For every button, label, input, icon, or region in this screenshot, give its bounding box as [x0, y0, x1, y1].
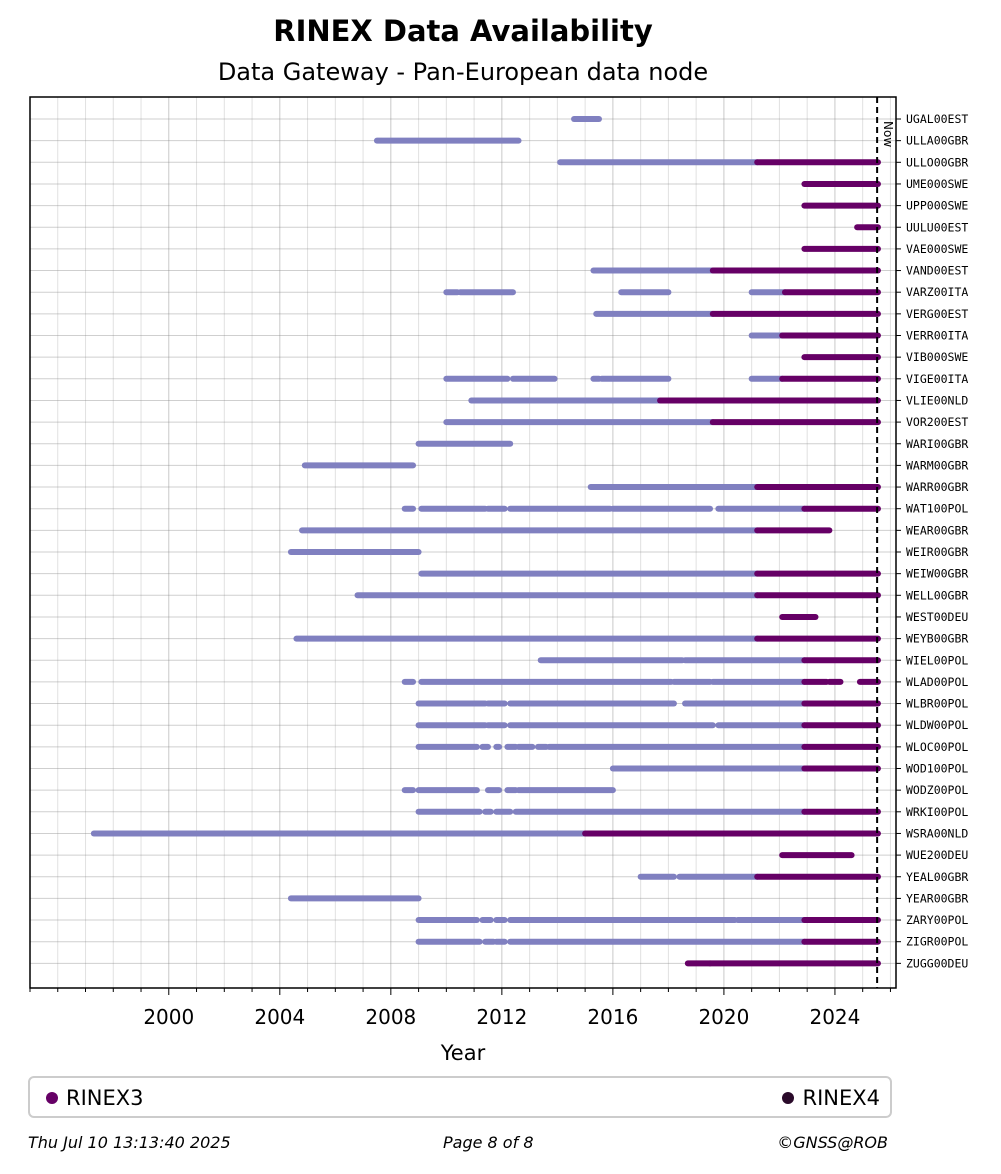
- station-label: VIB000SWE: [906, 350, 968, 364]
- station-label: VIGE00ITA: [906, 372, 968, 386]
- footer-timestamp: Thu Jul 10 13:13:40 2025: [28, 1133, 231, 1152]
- station-label: VAE000SWE: [906, 242, 968, 256]
- availability-chart: 2000 2004 2008 2012 2016 2020 2024 UGAL00EST ULL…: [29, 96, 968, 1065]
- station-label: WEIW00GBR: [906, 567, 968, 581]
- station-label: WLAD00POL: [906, 675, 968, 689]
- station-label: WEST00DEU: [906, 610, 968, 624]
- station-label: WLDW00POL: [906, 718, 968, 732]
- legend-item-rinex3: RINEX3: [46, 1086, 144, 1110]
- station-label: WSRA00NLD: [906, 826, 968, 840]
- station-label: YEAR00GBR: [906, 891, 968, 905]
- station-label: WIEL00POL: [906, 653, 968, 667]
- label-layer: 2000 2004 2008 2012 2016 2020 2024 UGAL00EST ULL…: [143, 97, 968, 1029]
- chart-subtitle: Data Gateway - Pan-European data node: [217, 58, 709, 86]
- legend-label-rinex4: RINEX4: [802, 1086, 880, 1110]
- grid-layer: [29, 97, 901, 995]
- station-label: UULU00EST: [906, 220, 968, 234]
- station-label: VLIE00NLD: [906, 393, 968, 407]
- station-label: WEIR00GBR: [906, 545, 968, 559]
- station-label: ULLA00GBR: [906, 134, 968, 148]
- station-label: UME000SWE: [906, 177, 968, 191]
- station-label: ZUGG00DEU: [906, 956, 968, 970]
- station-label: YEAL00GBR: [906, 870, 968, 884]
- x-tick-label: 2008: [365, 1005, 416, 1029]
- legend-dot-rinex4: [782, 1092, 795, 1104]
- station-label: VARZ00ITA: [906, 285, 968, 299]
- x-tick-label: 2000: [143, 1005, 194, 1029]
- chart-title: RINEX Data Availability: [273, 14, 653, 48]
- station-label: ZARY00POL: [906, 913, 968, 927]
- station-label: WARM00GBR: [906, 458, 968, 472]
- station-label: VOR200EST: [906, 415, 968, 429]
- station-label: UGAL00EST: [906, 112, 968, 126]
- legend-dot-rinex3: [46, 1092, 58, 1104]
- legend-label-rinex3: RINEX3: [66, 1086, 144, 1110]
- station-label: VERR00ITA: [906, 329, 968, 343]
- station-label: VAND00EST: [906, 264, 968, 278]
- station-label: WEAR00GBR: [906, 523, 968, 537]
- station-label: WAT100POL: [906, 502, 968, 516]
- station-label: ZIGR00POL: [906, 935, 968, 949]
- legend-item-rinex4: RINEX4: [782, 1086, 880, 1110]
- station-label: WLBR00POL: [906, 697, 968, 711]
- station-label: WEYB00GBR: [906, 632, 968, 646]
- x-tick-label: 2016: [587, 1005, 638, 1029]
- legend: RINEX3 RINEX4: [28, 1076, 892, 1118]
- station-label: WLOC00POL: [906, 740, 968, 754]
- station-label: WODZ00POL: [906, 783, 968, 797]
- x-tick-label: 2020: [698, 1005, 749, 1029]
- station-label: WUE200DEU: [906, 848, 968, 862]
- station-label: WARR00GBR: [906, 480, 968, 494]
- bar-layer: [90, 116, 881, 967]
- x-tick-label: 2012: [476, 1005, 527, 1029]
- footer-page: Page 8 of 8: [443, 1133, 534, 1152]
- station-label: VERG00EST: [906, 307, 968, 321]
- station-label: WARI00GBR: [906, 437, 968, 451]
- station-label: WELL00GBR: [906, 588, 968, 602]
- x-tick-label: 2004: [254, 1005, 305, 1029]
- now-label: Now: [881, 121, 895, 147]
- station-label: ULLO00GBR: [906, 155, 968, 169]
- x-axis-label: Year: [440, 1041, 486, 1065]
- station-label: UPP000SWE: [906, 199, 968, 213]
- x-tick-label: 2024: [809, 1005, 860, 1029]
- station-label: WRKI00POL: [906, 805, 968, 819]
- station-label: WOD100POL: [906, 762, 968, 776]
- plot-frame: [29, 96, 897, 989]
- footer-copyright: ©GNSS@ROB: [777, 1133, 888, 1152]
